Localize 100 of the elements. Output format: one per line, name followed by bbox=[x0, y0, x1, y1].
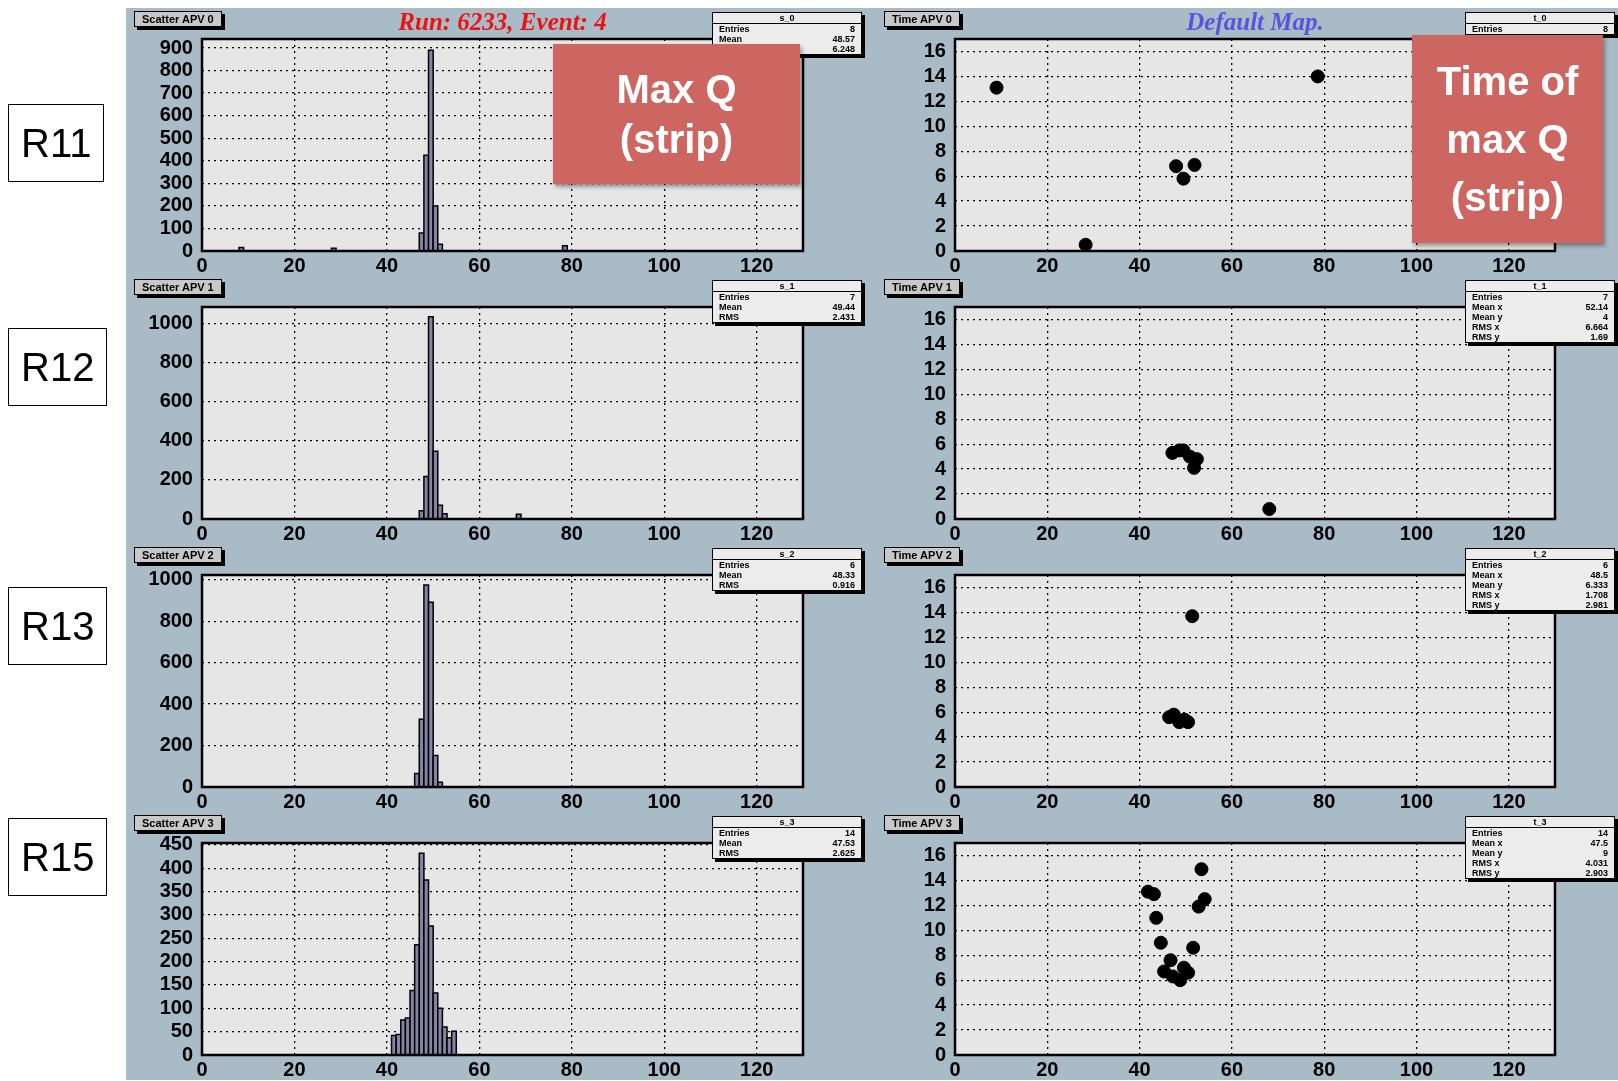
point bbox=[1181, 965, 1196, 980]
y-tick-label: 14 bbox=[923, 331, 947, 354]
y-tick-label: 400 bbox=[159, 691, 193, 714]
text: Mean x 48.5 bbox=[1472, 570, 1608, 580]
y-tick-label: 12 bbox=[923, 892, 946, 915]
legend-title: t_3 bbox=[1466, 817, 1614, 828]
y-tick-label: 10 bbox=[923, 381, 946, 404]
x-tick-label: 20 bbox=[283, 789, 306, 812]
y-tick-label: 6 bbox=[934, 967, 946, 990]
chart-subtitle: Scatter APV 0 bbox=[134, 11, 222, 27]
text: 6.248 bbox=[832, 44, 855, 54]
x-tick-label: 60 bbox=[1220, 253, 1244, 276]
text: RMS y 2.981 bbox=[1472, 600, 1608, 610]
x-tick-label: 60 bbox=[468, 1057, 491, 1080]
y-tick-label: 14 bbox=[923, 867, 947, 890]
x-tick-label: 60 bbox=[468, 521, 491, 544]
x-tick-label: 120 bbox=[740, 521, 774, 544]
point bbox=[1078, 237, 1093, 251]
x-tick-label: 40 bbox=[1128, 1057, 1151, 1080]
legend-title: s_1 bbox=[713, 281, 861, 292]
x-tick-label: 0 bbox=[949, 789, 961, 812]
text: Entries 14 bbox=[719, 828, 855, 838]
y-tick-label: 200 bbox=[159, 467, 193, 490]
y-tick-label: 200 bbox=[159, 193, 193, 216]
chart-subtitle: Scatter APV 3 bbox=[134, 815, 222, 831]
x-tick-label: 0 bbox=[196, 1057, 208, 1080]
point bbox=[1262, 502, 1277, 517]
chart-subtitle: Time APV 3 bbox=[884, 815, 960, 831]
y-axis-title: R15 bbox=[8, 818, 108, 896]
x-tick-label: 40 bbox=[375, 1057, 399, 1080]
x-tick-label: 120 bbox=[1492, 253, 1526, 276]
y-tick-label: 150 bbox=[159, 972, 193, 995]
x-tick-label: 120 bbox=[740, 253, 774, 276]
text: Mean 49.44 bbox=[719, 302, 855, 312]
y-tick-label: 200 bbox=[159, 949, 193, 972]
x-tick-label: 60 bbox=[1220, 789, 1244, 812]
chart-subtitle: Time APV 1 bbox=[884, 279, 960, 295]
y-tick-label: 6 bbox=[934, 431, 946, 454]
point bbox=[1187, 157, 1202, 172]
y-tick-label: 600 bbox=[159, 389, 193, 412]
y-tick-label: 0 bbox=[181, 506, 193, 529]
y-tick-label: 2 bbox=[934, 481, 946, 504]
chart-title: Default Map. bbox=[1186, 8, 1324, 35]
y-tick-label: 250 bbox=[159, 925, 193, 948]
y-tick-label: 2 bbox=[934, 1017, 946, 1040]
x-tick-label: 120 bbox=[1492, 789, 1526, 812]
y-tick-label: 0 bbox=[181, 238, 193, 261]
y-tick-label: 450 bbox=[159, 832, 193, 855]
text: Entries 8 bbox=[1472, 24, 1608, 34]
legend-title: t_1 bbox=[1466, 281, 1614, 292]
y-tick-label: 12 bbox=[923, 88, 946, 111]
point bbox=[1169, 159, 1184, 174]
point bbox=[989, 80, 1004, 95]
x-tick-label: 0 bbox=[949, 1057, 961, 1080]
y-tick-label: 12 bbox=[923, 624, 946, 647]
text: Mean 48.57 bbox=[719, 34, 855, 44]
x-tick-label: 80 bbox=[1313, 253, 1336, 276]
y-axis-title: R12 bbox=[8, 328, 108, 406]
x-tick-label: 60 bbox=[468, 789, 491, 812]
legend-title: t_2 bbox=[1466, 549, 1614, 560]
text: Mean 48.33 bbox=[719, 570, 855, 580]
y-tick-label: 50 bbox=[170, 1019, 193, 1042]
x-tick-label: 100 bbox=[647, 521, 681, 544]
y-tick-label: 6 bbox=[934, 163, 946, 186]
y-tick-label: 14 bbox=[923, 63, 947, 86]
y-tick-label: 4 bbox=[934, 992, 947, 1015]
chart-subtitle: Time APV 0 bbox=[884, 11, 960, 27]
point bbox=[1153, 935, 1168, 950]
x-tick-label: 100 bbox=[647, 1057, 681, 1080]
y-tick-label: 10 bbox=[923, 649, 946, 672]
x-tick-label: 20 bbox=[283, 521, 306, 544]
x-tick-label: 100 bbox=[1399, 789, 1434, 812]
x-tick-label: 20 bbox=[283, 253, 306, 276]
y-tick-label: 600 bbox=[159, 650, 193, 673]
text: RMS 2.431 bbox=[719, 312, 855, 322]
text: Mean x 47.5 bbox=[1472, 838, 1608, 848]
x-tick-label: 80 bbox=[560, 789, 583, 812]
x-tick-label: 100 bbox=[647, 253, 681, 276]
x-tick-label: 40 bbox=[375, 253, 399, 276]
point bbox=[1310, 69, 1325, 84]
x-tick-label: 100 bbox=[1399, 521, 1434, 544]
y-tick-label: 700 bbox=[159, 80, 193, 103]
y-tick-label: 8 bbox=[934, 406, 946, 429]
x-tick-label: 80 bbox=[560, 1057, 583, 1080]
y-tick-label: 100 bbox=[159, 215, 193, 238]
x-tick-label: 120 bbox=[740, 789, 774, 812]
y-tick-label: 800 bbox=[159, 350, 193, 373]
y-tick-label: 16 bbox=[923, 38, 946, 61]
y-tick-label: 6 bbox=[934, 699, 946, 722]
x-tick-label: 0 bbox=[949, 521, 961, 544]
y-tick-label: 1000 bbox=[148, 311, 193, 334]
y-tick-label: 4 bbox=[934, 188, 947, 211]
text: RMS 0.916 bbox=[719, 580, 855, 590]
y-tick-label: 300 bbox=[159, 170, 193, 193]
point bbox=[1197, 892, 1212, 907]
y-tick-label: 0 bbox=[934, 774, 946, 797]
x-tick-label: 120 bbox=[740, 1057, 774, 1080]
y-tick-label: 10 bbox=[923, 917, 946, 940]
x-tick-label: 80 bbox=[1313, 521, 1336, 544]
x-tick-label: 0 bbox=[196, 521, 208, 544]
